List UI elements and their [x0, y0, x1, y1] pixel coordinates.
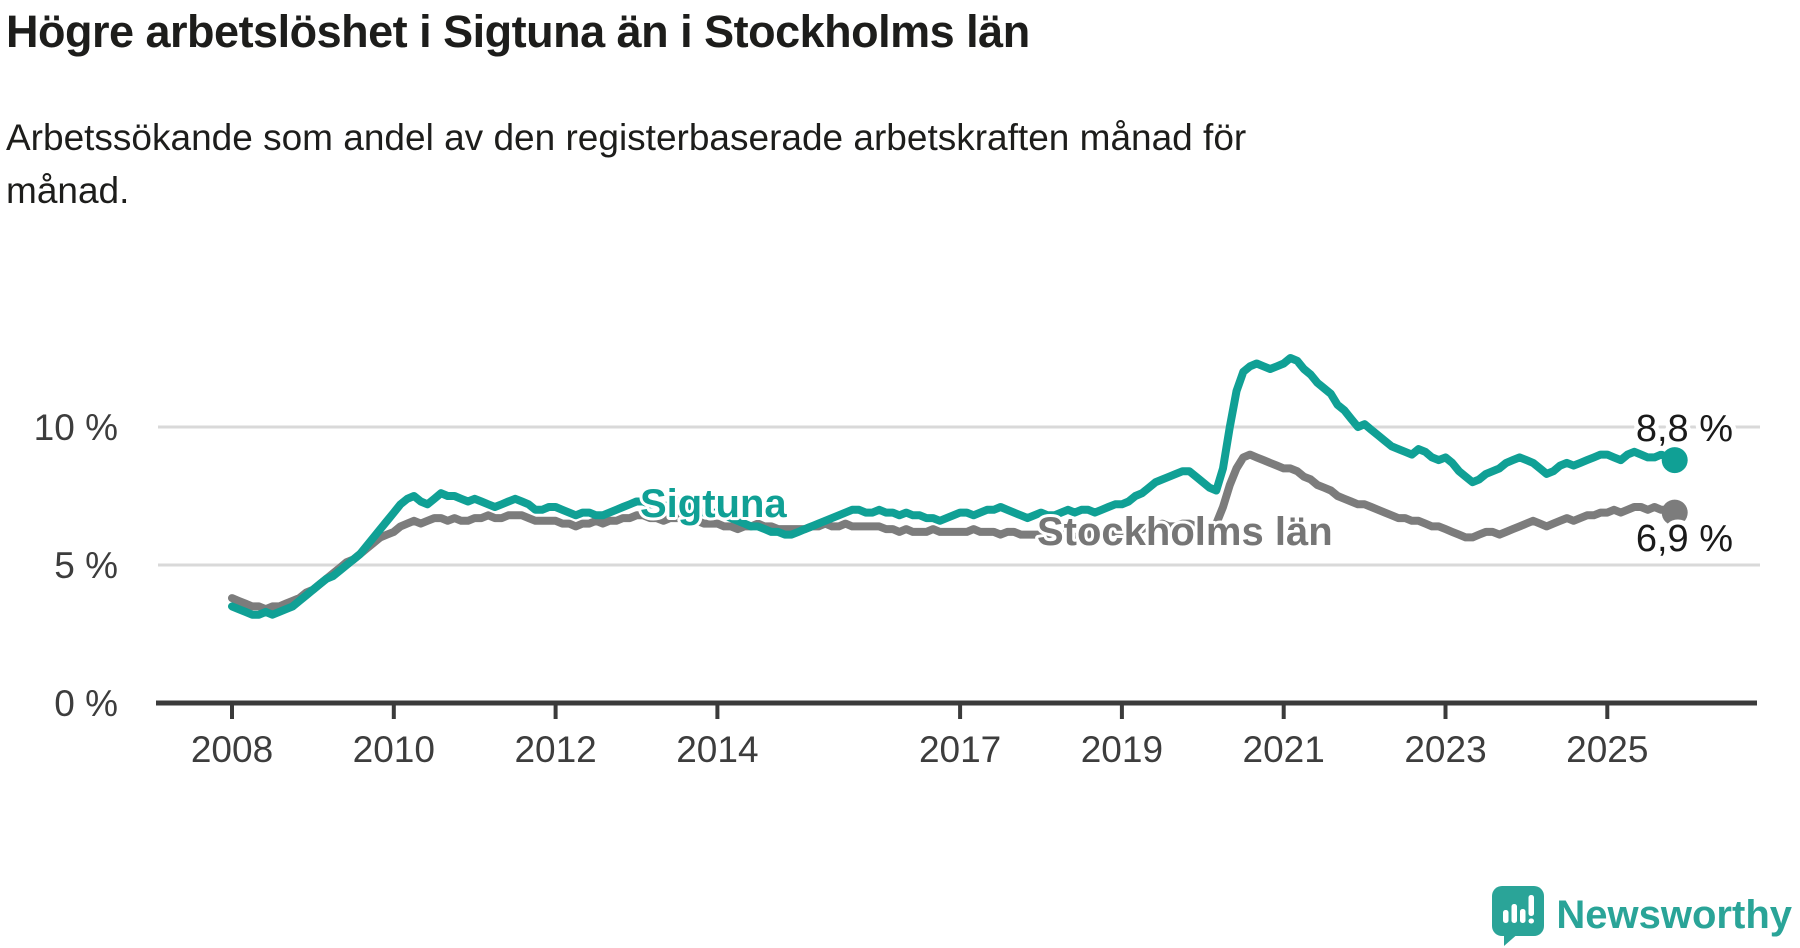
end-value-sigtuna: 8,8 %	[1636, 408, 1733, 450]
chart-subtitle-line-1: Arbetssökande som andel av den registerb…	[6, 117, 1247, 158]
end-dot-sigtuna	[1661, 447, 1688, 474]
branding: Newsworthy	[1490, 884, 1792, 946]
chart-title: Högre arbetslöshet i Sigtuna än i Stockh…	[6, 6, 1030, 57]
y-axis-tick-label: 10 %	[34, 407, 118, 448]
series-label-sigtuna: Sigtuna	[640, 482, 787, 526]
series-line-stockholms-lan	[228, 450, 1679, 614]
newsworthy-logo-icon	[1492, 886, 1545, 946]
series-line-sigtuna	[228, 354, 1679, 619]
y-axis-labels: 0 % 5 % 10 %	[34, 407, 118, 724]
series-label-stockholms-lan: Stockholms län	[1037, 510, 1333, 554]
x-axis-tick-label: 2019	[1081, 729, 1163, 770]
y-axis-tick-label: 0 %	[54, 683, 118, 724]
x-axis-tick-label: 2025	[1566, 729, 1648, 770]
x-axis-tick-label: 2017	[919, 729, 1001, 770]
x-axis-tick-label: 2014	[676, 729, 758, 770]
x-axis-tick-label: 2010	[353, 729, 435, 770]
x-axis-tick-label: 2021	[1243, 729, 1325, 770]
x-axis-tick-label: 2012	[514, 729, 596, 770]
logo-bar-1	[1503, 910, 1509, 923]
end-dot-stockholms-lan	[1661, 499, 1688, 526]
newsworthy-logo-text: Newsworthy	[1556, 892, 1792, 937]
chart-subtitle-line-2: månad.	[6, 169, 130, 211]
x-axis-ticks	[230, 705, 1610, 719]
x-axis-tick-label: 2023	[1404, 729, 1486, 770]
y-axis-tick-label: 5 %	[54, 545, 118, 586]
chart-subtitle: Arbetssökande som andel av den registerb…	[6, 112, 1246, 217]
x-axis-labels: 2008 2010 2012 2014 2017 2019 2021 2023 2025	[191, 729, 1649, 770]
logo-exclamation-stem	[1528, 895, 1535, 916]
end-value-stockholms-lan: 6,9 %	[1636, 518, 1733, 560]
logo-exclamation-dot	[1528, 918, 1535, 924]
logo-bar-3	[1520, 909, 1526, 923]
logo-bar-2	[1511, 904, 1518, 923]
y-gridlines	[158, 425, 1760, 567]
x-axis-tick-label: 2008	[191, 729, 273, 770]
